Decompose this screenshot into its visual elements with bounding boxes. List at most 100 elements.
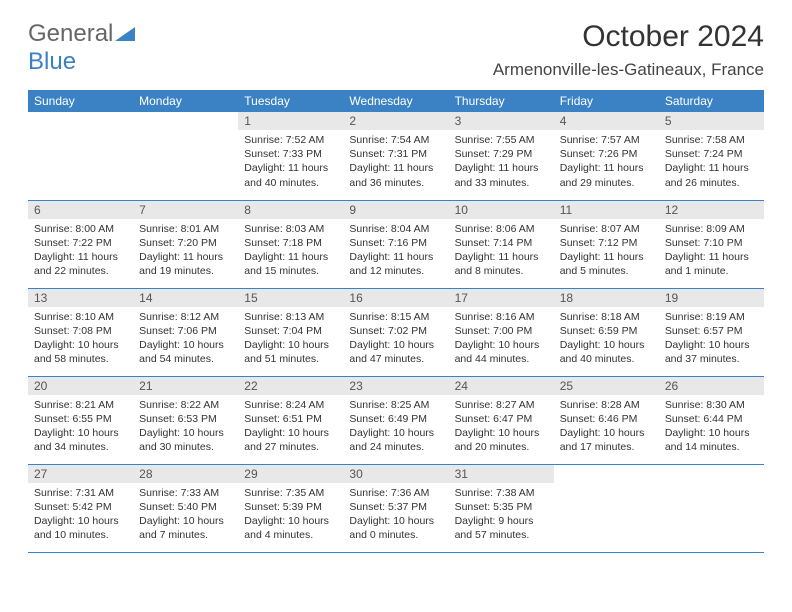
day-body: Sunrise: 7:58 AMSunset: 7:24 PMDaylight:… (659, 130, 764, 196)
daylight-text: Daylight: 9 hours and 57 minutes. (455, 514, 548, 542)
sunrise-text: Sunrise: 8:16 AM (455, 310, 548, 324)
calendar-day-cell: 28Sunrise: 7:33 AMSunset: 5:40 PMDayligh… (133, 464, 238, 552)
day-number: 2 (343, 112, 448, 130)
daylight-text: Daylight: 10 hours and 34 minutes. (34, 426, 127, 454)
day-body: Sunrise: 8:15 AMSunset: 7:02 PMDaylight:… (343, 307, 448, 373)
calendar-day-cell: 14Sunrise: 8:12 AMSunset: 7:06 PMDayligh… (133, 288, 238, 376)
day-number: 25 (554, 377, 659, 395)
day-number: 18 (554, 289, 659, 307)
day-body: Sunrise: 7:55 AMSunset: 7:29 PMDaylight:… (449, 130, 554, 196)
calendar-day-cell: 20Sunrise: 8:21 AMSunset: 6:55 PMDayligh… (28, 376, 133, 464)
day-number: 26 (659, 377, 764, 395)
sunset-text: Sunset: 5:35 PM (455, 500, 548, 514)
sunrise-text: Sunrise: 8:03 AM (244, 222, 337, 236)
day-body: Sunrise: 8:24 AMSunset: 6:51 PMDaylight:… (238, 395, 343, 461)
weekday-header: Wednesday (343, 90, 448, 112)
daylight-text: Daylight: 10 hours and 24 minutes. (349, 426, 442, 454)
day-body: Sunrise: 8:25 AMSunset: 6:49 PMDaylight:… (343, 395, 448, 461)
sunrise-text: Sunrise: 8:24 AM (244, 398, 337, 412)
daylight-text: Daylight: 11 hours and 33 minutes. (455, 161, 548, 189)
sunset-text: Sunset: 7:26 PM (560, 147, 653, 161)
day-number: 21 (133, 377, 238, 395)
day-number: 6 (28, 201, 133, 219)
day-number: 9 (343, 201, 448, 219)
calendar-week-row: 27Sunrise: 7:31 AMSunset: 5:42 PMDayligh… (28, 464, 764, 552)
sunrise-text: Sunrise: 8:30 AM (665, 398, 758, 412)
day-body: Sunrise: 7:36 AMSunset: 5:37 PMDaylight:… (343, 483, 448, 549)
sunrise-text: Sunrise: 7:33 AM (139, 486, 232, 500)
calendar-day-cell: 4Sunrise: 7:57 AMSunset: 7:26 PMDaylight… (554, 112, 659, 200)
calendar-week-row: 20Sunrise: 8:21 AMSunset: 6:55 PMDayligh… (28, 376, 764, 464)
weekday-header-row: Sunday Monday Tuesday Wednesday Thursday… (28, 90, 764, 112)
day-body: Sunrise: 8:28 AMSunset: 6:46 PMDaylight:… (554, 395, 659, 461)
daylight-text: Daylight: 10 hours and 37 minutes. (665, 338, 758, 366)
day-body: Sunrise: 8:06 AMSunset: 7:14 PMDaylight:… (449, 219, 554, 285)
sunset-text: Sunset: 7:14 PM (455, 236, 548, 250)
sunrise-text: Sunrise: 7:35 AM (244, 486, 337, 500)
day-body: Sunrise: 8:21 AMSunset: 6:55 PMDaylight:… (28, 395, 133, 461)
calendar-day-cell: 29Sunrise: 7:35 AMSunset: 5:39 PMDayligh… (238, 464, 343, 552)
sunrise-text: Sunrise: 7:58 AM (665, 133, 758, 147)
calendar-day-cell: 2Sunrise: 7:54 AMSunset: 7:31 PMDaylight… (343, 112, 448, 200)
sunset-text: Sunset: 6:49 PM (349, 412, 442, 426)
daylight-text: Daylight: 11 hours and 1 minute. (665, 250, 758, 278)
day-number: 5 (659, 112, 764, 130)
sunrise-text: Sunrise: 8:28 AM (560, 398, 653, 412)
calendar-day-cell (659, 464, 764, 552)
sunrise-text: Sunrise: 8:12 AM (139, 310, 232, 324)
weekday-header: Saturday (659, 90, 764, 112)
calendar-day-cell: 3Sunrise: 7:55 AMSunset: 7:29 PMDaylight… (449, 112, 554, 200)
day-number: 24 (449, 377, 554, 395)
sunrise-text: Sunrise: 8:22 AM (139, 398, 232, 412)
calendar-day-cell: 1Sunrise: 7:52 AMSunset: 7:33 PMDaylight… (238, 112, 343, 200)
sunset-text: Sunset: 7:33 PM (244, 147, 337, 161)
sunrise-text: Sunrise: 8:13 AM (244, 310, 337, 324)
calendar-day-cell: 21Sunrise: 8:22 AMSunset: 6:53 PMDayligh… (133, 376, 238, 464)
calendar-week-row: 6Sunrise: 8:00 AMSunset: 7:22 PMDaylight… (28, 200, 764, 288)
logo-triangle-icon (115, 20, 135, 47)
day-body: Sunrise: 8:22 AMSunset: 6:53 PMDaylight:… (133, 395, 238, 461)
sunset-text: Sunset: 6:46 PM (560, 412, 653, 426)
day-body: Sunrise: 8:00 AMSunset: 7:22 PMDaylight:… (28, 219, 133, 285)
calendar-week-row: 13Sunrise: 8:10 AMSunset: 7:08 PMDayligh… (28, 288, 764, 376)
weekday-header: Sunday (28, 90, 133, 112)
sunset-text: Sunset: 7:31 PM (349, 147, 442, 161)
calendar-day-cell: 22Sunrise: 8:24 AMSunset: 6:51 PMDayligh… (238, 376, 343, 464)
day-body: Sunrise: 8:01 AMSunset: 7:20 PMDaylight:… (133, 219, 238, 285)
calendar-day-cell: 27Sunrise: 7:31 AMSunset: 5:42 PMDayligh… (28, 464, 133, 552)
daylight-text: Daylight: 11 hours and 12 minutes. (349, 250, 442, 278)
calendar-body: 1Sunrise: 7:52 AMSunset: 7:33 PMDaylight… (28, 112, 764, 552)
day-number: 13 (28, 289, 133, 307)
daylight-text: Daylight: 10 hours and 10 minutes. (34, 514, 127, 542)
sunset-text: Sunset: 7:29 PM (455, 147, 548, 161)
daylight-text: Daylight: 11 hours and 29 minutes. (560, 161, 653, 189)
calendar-day-cell: 13Sunrise: 8:10 AMSunset: 7:08 PMDayligh… (28, 288, 133, 376)
sunset-text: Sunset: 6:59 PM (560, 324, 653, 338)
day-number (28, 112, 133, 116)
daylight-text: Daylight: 10 hours and 51 minutes. (244, 338, 337, 366)
sunset-text: Sunset: 7:18 PM (244, 236, 337, 250)
day-number: 10 (449, 201, 554, 219)
day-body: Sunrise: 7:57 AMSunset: 7:26 PMDaylight:… (554, 130, 659, 196)
day-body: Sunrise: 8:12 AMSunset: 7:06 PMDaylight:… (133, 307, 238, 373)
sunset-text: Sunset: 6:57 PM (665, 324, 758, 338)
sunrise-text: Sunrise: 8:21 AM (34, 398, 127, 412)
sunrise-text: Sunrise: 7:54 AM (349, 133, 442, 147)
sunrise-text: Sunrise: 7:52 AM (244, 133, 337, 147)
day-number: 29 (238, 465, 343, 483)
sunrise-text: Sunrise: 8:01 AM (139, 222, 232, 236)
weekday-header: Friday (554, 90, 659, 112)
day-number: 22 (238, 377, 343, 395)
day-body: Sunrise: 8:07 AMSunset: 7:12 PMDaylight:… (554, 219, 659, 285)
calendar-day-cell: 15Sunrise: 8:13 AMSunset: 7:04 PMDayligh… (238, 288, 343, 376)
sunset-text: Sunset: 7:06 PM (139, 324, 232, 338)
daylight-text: Daylight: 10 hours and 54 minutes. (139, 338, 232, 366)
calendar-day-cell: 8Sunrise: 8:03 AMSunset: 7:18 PMDaylight… (238, 200, 343, 288)
day-number: 17 (449, 289, 554, 307)
sunset-text: Sunset: 5:37 PM (349, 500, 442, 514)
day-number: 11 (554, 201, 659, 219)
day-number: 14 (133, 289, 238, 307)
daylight-text: Daylight: 10 hours and 44 minutes. (455, 338, 548, 366)
sunset-text: Sunset: 6:47 PM (455, 412, 548, 426)
title-block: October 2024 Armenonville-les-Gatineaux,… (493, 20, 764, 80)
